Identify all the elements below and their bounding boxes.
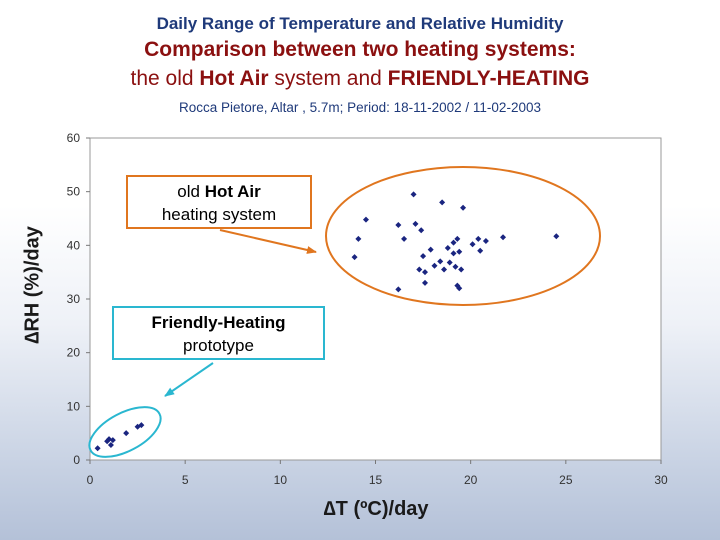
axis-ticks: 0 5 10 15 20 25 30 0 10 20 30 40 50 60: [67, 131, 668, 487]
data-point: [444, 245, 451, 252]
data-point: [450, 250, 457, 257]
chart-title: Daily Range of Temperature and Relative …: [156, 14, 564, 33]
hot-air-bold: Hot Air: [204, 182, 261, 201]
y-tick-label: 0: [73, 453, 80, 467]
title-line3-mid: system and: [268, 67, 388, 90]
data-point: [123, 430, 130, 437]
data-point: [395, 286, 402, 293]
data-point: [450, 239, 457, 246]
hot-air-annotation-line1: old Hot Air: [128, 180, 310, 203]
data-point: [431, 262, 438, 269]
hot-air-ellipse: [325, 166, 601, 306]
data-point: [446, 259, 453, 266]
y-tick-label: 50: [67, 185, 81, 199]
data-point: [437, 258, 444, 265]
hot-air-annotation: old Hot Air heating system: [126, 175, 312, 229]
hot-air-arrow: [219, 229, 317, 254]
friendly-heating-ellipse: [88, 406, 162, 458]
y-tick-label: 10: [67, 399, 81, 413]
data-point: [458, 266, 465, 273]
friendly-heating-line1: Friendly-Heating: [151, 313, 286, 332]
y-tick-label: 40: [67, 238, 81, 252]
data-point: [482, 238, 489, 245]
y-axis-label: ∆RH (%)/day: [21, 226, 44, 344]
x-tick-label: 25: [559, 473, 573, 487]
data-point: [94, 445, 101, 452]
y-tick-label: 60: [67, 131, 81, 145]
x-tick-label: 5: [182, 473, 189, 487]
title-line3-friendly-heating: FRIENDLY-HEATING: [387, 67, 590, 90]
chart-title-line2: Comparison between two heating systems:: [144, 38, 576, 61]
data-point: [456, 248, 463, 255]
data-point: [477, 247, 484, 254]
data-point: [475, 235, 482, 242]
data-point: [553, 233, 560, 240]
data-point: [355, 235, 362, 242]
data-point: [439, 199, 446, 206]
data-point: [351, 254, 358, 261]
data-point: [452, 263, 459, 270]
y-tick-label: 20: [67, 346, 81, 360]
friendly-heating-line2: prototype: [183, 336, 254, 355]
data-point: [441, 266, 448, 273]
data-point: [395, 221, 402, 228]
hot-air-annotation-line2: heating system: [161, 205, 277, 224]
friendly-heating-annotation: Friendly-Heating prototype: [112, 306, 325, 360]
x-tick-label: 20: [464, 473, 478, 487]
data-point: [412, 220, 419, 227]
data-point: [469, 241, 476, 248]
friendly-heating-arrow: [164, 362, 214, 397]
y-tick-label: 30: [67, 292, 81, 306]
x-tick-label: 0: [87, 473, 94, 487]
title-line3-prefix: the old: [130, 67, 200, 90]
data-point: [418, 227, 425, 234]
data-point: [401, 235, 408, 242]
data-points: [94, 191, 560, 452]
data-point: [427, 246, 434, 253]
x-tick-label: 10: [274, 473, 288, 487]
data-point: [416, 266, 423, 273]
data-point: [138, 422, 145, 429]
data-point: [454, 235, 461, 242]
x-axis-label: ∆T (ºC)/day: [323, 498, 429, 520]
x-tick-label: 15: [369, 473, 383, 487]
hot-air-prefix: old: [177, 182, 205, 201]
data-point: [500, 234, 507, 241]
data-point: [410, 191, 417, 198]
chart-subtitle: Rocca Pietore, Altar , 5.7m; Period: 18-…: [179, 100, 541, 115]
data-point: [421, 279, 428, 286]
data-point: [421, 269, 428, 276]
data-point: [107, 441, 114, 448]
data-point: [362, 216, 369, 223]
title-line3-hot-air: Hot Air: [199, 67, 269, 90]
data-point: [460, 204, 467, 211]
x-tick-label: 30: [654, 473, 668, 487]
chart-title-line3: the old Hot Air system and FRIENDLY-HEAT…: [0, 67, 720, 91]
data-point: [420, 253, 427, 260]
data-point: [456, 285, 463, 292]
data-point: [109, 437, 116, 444]
